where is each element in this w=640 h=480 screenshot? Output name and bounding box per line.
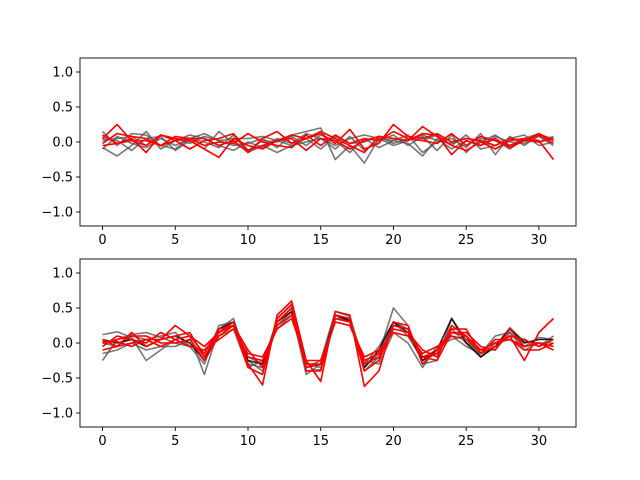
series-line-red-9: [102, 314, 554, 365]
bottom-subplot: 0 5 10 15 20 25 30 −1.0 −0.5 0.0 0.5 1.0: [41, 258, 577, 449]
x-tick-label: 5: [171, 233, 179, 248]
x-tick-label: 15: [312, 233, 329, 248]
x-tick-label: 5: [171, 434, 179, 449]
y-tick-label: −1.0: [41, 206, 73, 221]
x-tick-label: 10: [240, 434, 257, 449]
y-tick-label: −1.0: [41, 407, 73, 422]
x-tick-label: 25: [458, 233, 475, 248]
y-tick-label: 1.0: [52, 267, 73, 282]
series-line-red-7: [102, 130, 554, 156]
x-tick-label: 0: [98, 233, 106, 248]
y-tick-label: −0.5: [41, 171, 73, 186]
x-tick-label: 30: [531, 434, 548, 449]
y-tick-label: 0.0: [52, 136, 73, 151]
x-tick-label: 0: [98, 434, 106, 449]
series-line-red-5: [101, 123, 554, 154]
series-group: [101, 300, 555, 388]
y-tick-label: 1.0: [52, 66, 73, 81]
x-tick-label: 15: [312, 434, 329, 449]
x-tick-label: 25: [458, 434, 475, 449]
y-tick-label: 0.5: [52, 101, 73, 116]
y-tick-label: −0.5: [41, 372, 73, 387]
series-line-red-8: [102, 130, 554, 149]
series-group: [101, 123, 555, 164]
x-tick-label: 10: [240, 233, 257, 248]
top-subplot: 0 5 10 15 20 25 30 −1.0 −0.5 0.0 0.5 1.0: [41, 57, 577, 248]
x-tick-label: 20: [385, 434, 402, 449]
y-tick-label: 0.0: [52, 337, 73, 352]
y-tick-label: 0.5: [52, 302, 73, 317]
x-tick-label: 20: [385, 233, 402, 248]
x-tick-label: 30: [531, 233, 548, 248]
